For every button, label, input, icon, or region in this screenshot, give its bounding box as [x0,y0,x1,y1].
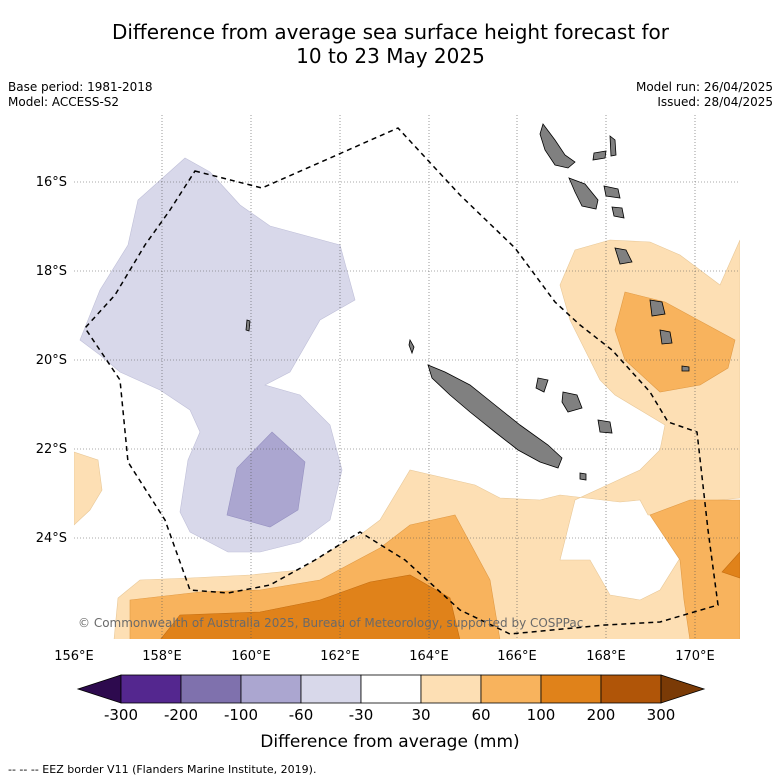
loyalty-island-2 [561,391,583,413]
base-period: Base period: 1981-2018 [8,80,153,94]
colorbar-tick-labels: -300 -200 -100 -60 -30 30 60 100 200 300 [104,706,675,724]
colorbar-extension-high [660,674,706,704]
colorbar-segment [420,674,482,704]
vanuatu-island-2 [592,150,607,161]
latitude-labels: 16°S 18°S 20°S 22°S 24°S [36,175,67,546]
belep-islet [408,338,415,355]
positive-anomaly-region-east [113,239,740,639]
strong-positive-region-southeast [721,551,740,579]
lon-label-156e: 156°E [54,649,94,664]
new-caledonia-island [427,364,563,469]
colorbar-tick-label: -300 [104,706,138,724]
colorbar-tick-label: -30 [349,706,374,724]
land-masses [245,123,690,481]
copyright-notice: © Commonwealth of Australia 2025, Bureau… [78,616,583,630]
loyalty-east-island-1 [649,299,666,317]
meta-right: Model run: 26/04/2025 Issued: 28/04/2025 [636,80,773,110]
lat-label-20s: 20°S [36,353,67,368]
lon-label-166e: 166°E [497,649,537,664]
colorbar-segment [240,674,302,704]
lat-label-24s: 24°S [36,531,67,546]
loyalty-east-island-2 [659,329,673,345]
colorbar-segments [76,674,706,704]
colorbar-title: Difference from average (mm) [260,732,519,752]
longitude-labels: 156°E 158°E 160°E 162°E 164°E 166°E 168°… [54,649,715,664]
lon-label-158e: 158°E [142,649,182,664]
colorbar-segment [600,674,662,704]
isle-of-pines [579,472,587,481]
title-line-2: 10 to 23 May 2025 [296,44,485,68]
eez-legend-footer: -- -- -- EEZ border V11 (Flanders Marine… [8,763,317,776]
colorbar-extension-low [76,674,122,704]
loyalty-east-island-3 [681,365,690,372]
lat-label-16s: 16°S [36,175,67,190]
strong-positive-region-southwest [160,574,461,639]
colorbar-tick-label: -200 [164,706,198,724]
meta-left: Base period: 1981-2018 Model: ACCESS-S2 [8,80,153,110]
issued-date: Issued: 28/04/2025 [657,95,773,109]
vanuatu-island-7 [614,247,633,265]
colorbar-tick-label: 300 [647,706,676,724]
lon-label-164e: 164°E [409,649,449,664]
colorbar-tick-label: -60 [289,706,314,724]
colorbar-segment [480,674,542,704]
lat-label-18s: 18°S [36,264,67,279]
colorbar-segment [360,674,422,704]
loyalty-island-1 [535,377,549,393]
title-line-1: Difference from average sea surface heig… [111,20,670,44]
colorbar-tick-label: 30 [411,706,430,724]
vanuatu-island-5 [568,177,599,210]
lon-label-160e: 160°E [231,649,271,664]
lat-label-22s: 22°S [36,442,67,457]
vanuatu-island-1 [539,123,576,169]
eez-border [84,127,719,635]
moderate-positive-region-north [614,291,736,393]
lon-label-170e: 170°E [675,649,715,664]
colorbar-tick-label: 200 [587,706,616,724]
vanuatu-island-3 [609,135,617,157]
colorbar-segment [540,674,602,704]
negative-anomaly-region [79,157,356,553]
model-run: Model run: 26/04/2025 [635,80,773,94]
colorbar-tick-label: -100 [224,706,258,724]
vanuatu-island-4 [603,185,621,199]
colorbar-segment [120,674,182,704]
lon-label-162e: 162°E [320,649,360,664]
colorbar-segment [300,674,362,704]
map-title: Difference from average sea surface heig… [0,20,781,68]
colorbar-segment [180,674,242,704]
model-name: Model: ACCESS-S2 [8,95,120,109]
colorbar: -300 -200 -100 -60 -30 30 60 100 200 300 Differen… [76,674,706,752]
colorbar-tick-label: 60 [471,706,490,724]
colorbar-tick-label: 100 [527,706,556,724]
loyalty-island-3 [597,419,613,434]
graticule [74,115,740,639]
chesterfield-islet [245,319,251,332]
map-area: © Commonwealth of Australia 2025, Bureau… [74,115,740,639]
lon-label-168e: 168°E [586,649,626,664]
strong-negative-anomaly-region [226,431,306,528]
vanuatu-island-6 [611,206,625,219]
positive-anomaly-region-west [74,451,103,526]
